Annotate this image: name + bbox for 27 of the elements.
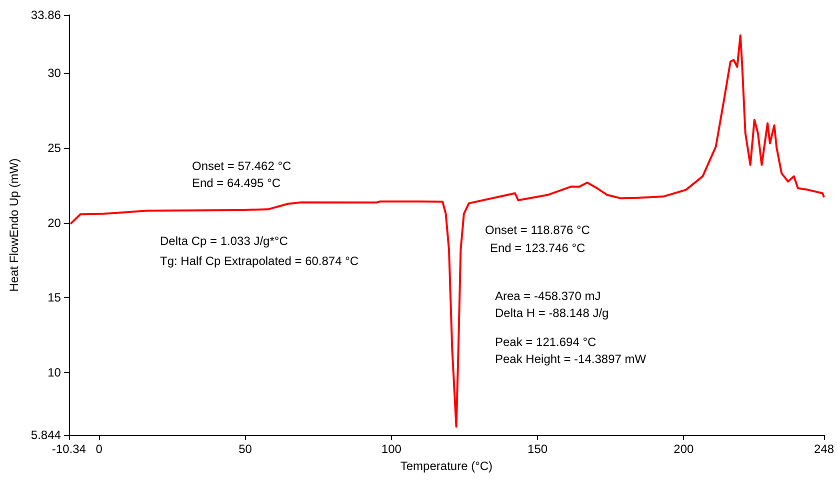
annotation: End = 123.746 °C: [490, 241, 586, 255]
y-tick-label: 30: [48, 66, 62, 80]
y-tick-label: 25: [48, 140, 62, 155]
y-tick-label: 5.844: [30, 428, 62, 442]
annotation: Delta H = -88.148 J/g: [495, 306, 609, 320]
annotation: Area = -458.370 mJ: [495, 289, 601, 303]
x-tick-label: 248: [814, 442, 834, 456]
y-tick-label: 33.86: [30, 8, 62, 22]
y-tick-label: 15: [48, 290, 62, 305]
x-tick-label: 100: [381, 442, 402, 456]
x-tick-label: 50: [238, 442, 252, 456]
annotation: Delta Cp = 1.033 J/g*°C: [160, 234, 288, 248]
y-axis-title: Heat FlowEndo Up (mW): [7, 158, 21, 292]
y-tick-label: 20: [48, 216, 62, 230]
annotation: Peak Height = -14.3897 mW: [495, 352, 647, 366]
annotation: Onset = 57.462 °C: [192, 159, 292, 173]
annotation: Peak = 121.694 °C: [495, 335, 597, 349]
annotation: Tg: Half Cp Extrapolated = 60.874 °C: [160, 254, 359, 268]
annotation: Onset = 118.876 °C: [485, 223, 590, 237]
x-tick-label: 0: [96, 442, 103, 456]
x-tick-label: 150: [528, 442, 548, 456]
line-series: [70, 34, 825, 428]
y-tick-label: 10: [48, 366, 62, 380]
x-axis-title: Temperature (°C): [400, 458, 493, 473]
x-tick-label: -10.34: [52, 442, 86, 456]
annotation: End = 64.495 °C: [192, 176, 281, 190]
x-tick-label: 200: [674, 442, 694, 456]
